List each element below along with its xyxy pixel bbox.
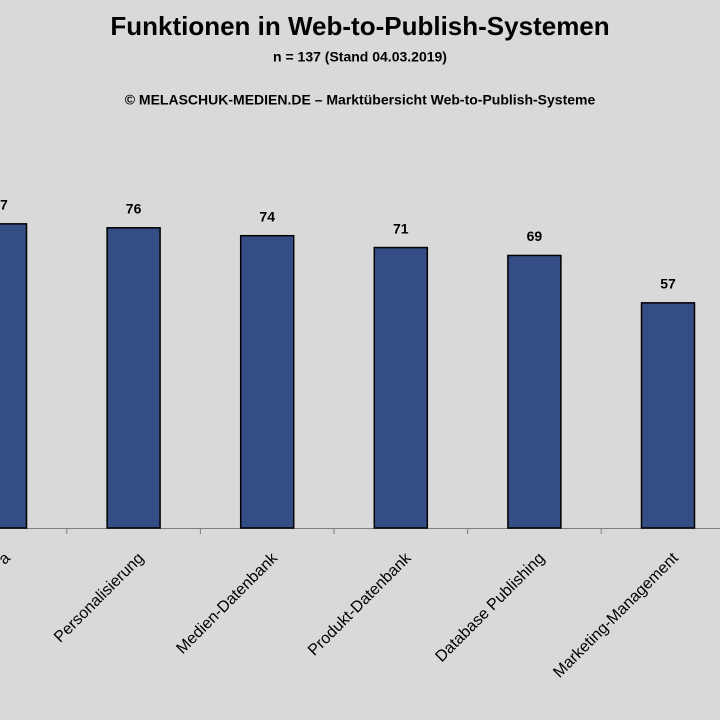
chart-title: Funktionen in Web-to-Publish-Systemen	[110, 11, 609, 41]
bar	[507, 254, 562, 529]
value-label: 76	[126, 201, 142, 217]
bar	[239, 234, 295, 529]
bar	[106, 227, 161, 529]
value-label: 57	[660, 276, 676, 292]
value-label: 69	[527, 228, 543, 244]
bar	[0, 223, 28, 529]
value-label: 74	[259, 208, 275, 224]
bar	[373, 246, 429, 529]
chart-subtitle: n = 137 (Stand 04.03.2019)	[273, 49, 447, 65]
value-label: 71	[393, 220, 409, 236]
value-label: 77	[0, 197, 8, 213]
bar	[640, 302, 696, 529]
source: © MELASCHUK-MEDIEN.DE – Marktübersicht W…	[125, 92, 596, 108]
